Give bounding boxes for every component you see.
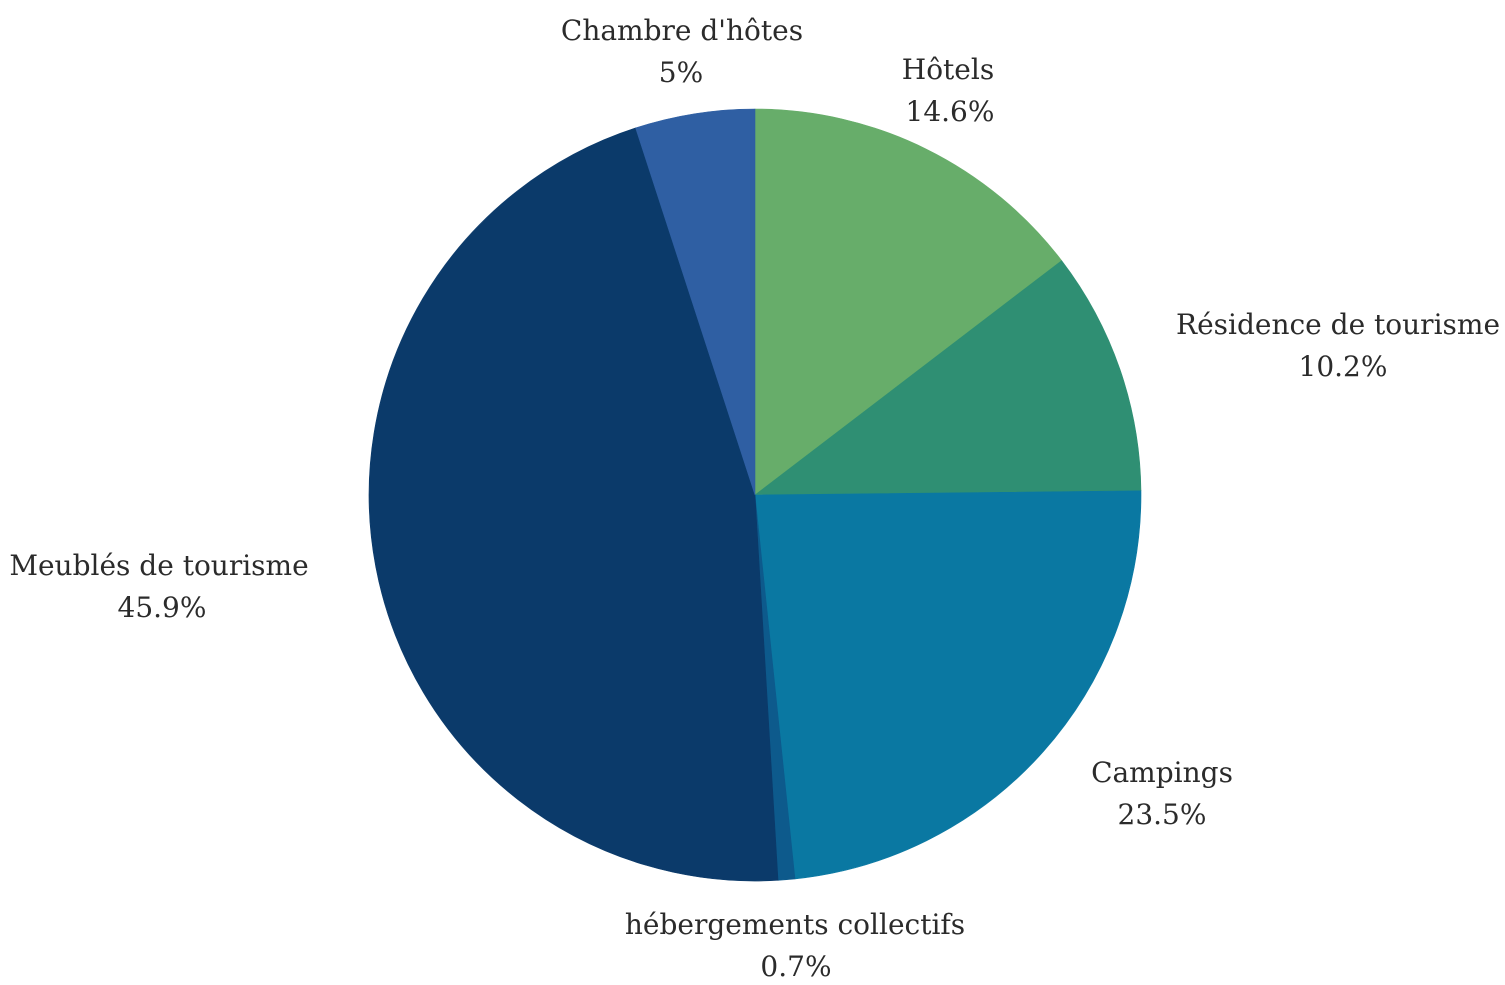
- slice-label-residence-de-tourisme: Résidence de tourisme: [1176, 308, 1500, 341]
- slice-label-campings: Campings: [1091, 756, 1233, 789]
- slice-value-campings: 23.5%: [1118, 798, 1207, 831]
- slice-label-chambre-d-hotes: Chambre d'hôtes: [561, 14, 803, 47]
- pie-slices: [368, 108, 1142, 882]
- slice-value-chambre-d-hotes: 5%: [659, 56, 703, 89]
- pie-slice-meubles-de-tourisme: [368, 127, 779, 882]
- pie-slice-chambre-d-hotes: [635, 108, 756, 496]
- pie-slice-residence-de-tourisme: [754, 260, 1142, 496]
- pie-slice-campings: [754, 490, 1142, 880]
- slice-value-hebergements-collectifs: 0.7%: [760, 950, 831, 981]
- slice-label-hebergements-collectifs: hébergements collectifs: [625, 908, 965, 941]
- slice-value-meubles-de-tourisme: 45.9%: [118, 591, 207, 624]
- pie-labels: Hôtels 14.6% Résidence de tourisme 10.2%…: [9, 14, 1500, 983]
- slice-label-hotels: Hôtels: [902, 53, 994, 86]
- slice-label-meubles-de-tourisme: Meublés de tourisme: [9, 549, 308, 582]
- slice-value-residence-de-tourisme: 10.2%: [1299, 350, 1388, 383]
- pie-slice-hotels: [754, 108, 1063, 496]
- slice-value-hotels: 14.6%: [906, 95, 995, 128]
